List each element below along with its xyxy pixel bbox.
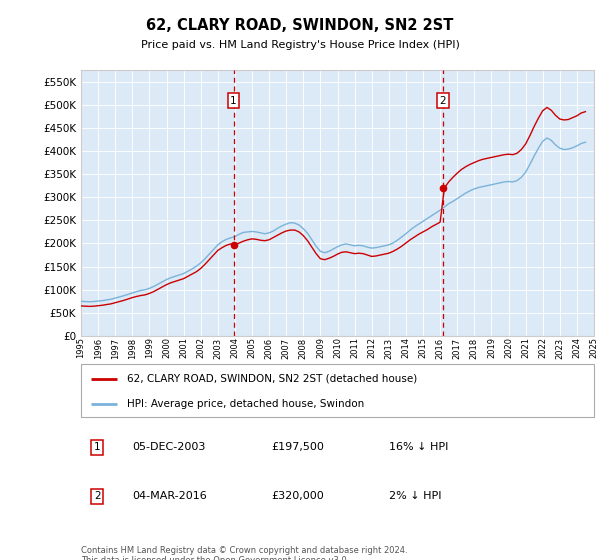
Text: £320,000: £320,000 xyxy=(271,491,323,501)
Text: 2: 2 xyxy=(94,491,101,501)
Text: 16% ↓ HPI: 16% ↓ HPI xyxy=(389,442,448,452)
Text: 1: 1 xyxy=(230,96,237,106)
Text: £197,500: £197,500 xyxy=(271,442,323,452)
Text: 05-DEC-2003: 05-DEC-2003 xyxy=(133,442,206,452)
Text: 1: 1 xyxy=(94,442,101,452)
Text: 2: 2 xyxy=(440,96,446,106)
Text: 62, CLARY ROAD, SWINDON, SN2 2ST (detached house): 62, CLARY ROAD, SWINDON, SN2 2ST (detach… xyxy=(127,374,418,384)
Text: 04-MAR-2016: 04-MAR-2016 xyxy=(133,491,207,501)
Text: Contains HM Land Registry data © Crown copyright and database right 2024.
This d: Contains HM Land Registry data © Crown c… xyxy=(81,546,407,560)
Text: HPI: Average price, detached house, Swindon: HPI: Average price, detached house, Swin… xyxy=(127,399,364,409)
Text: Price paid vs. HM Land Registry's House Price Index (HPI): Price paid vs. HM Land Registry's House … xyxy=(140,40,460,50)
Text: 62, CLARY ROAD, SWINDON, SN2 2ST: 62, CLARY ROAD, SWINDON, SN2 2ST xyxy=(146,18,454,32)
Text: 2% ↓ HPI: 2% ↓ HPI xyxy=(389,491,442,501)
